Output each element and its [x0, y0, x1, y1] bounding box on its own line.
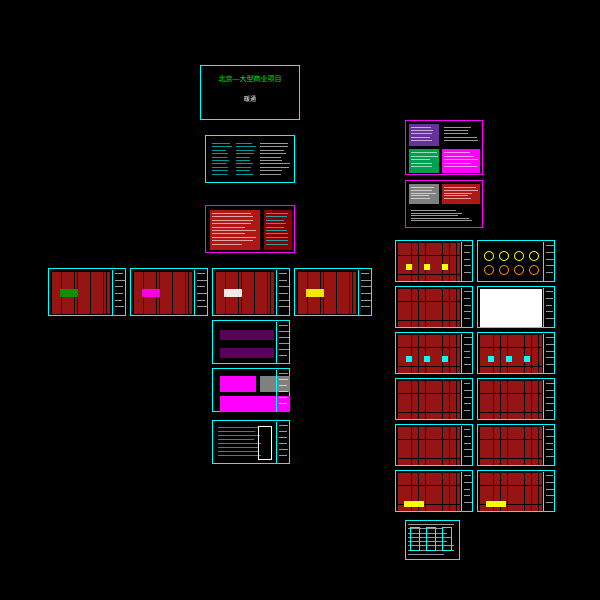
right-grid-sheet-11 — [477, 470, 555, 512]
panel — [258, 140, 292, 180]
right-grid-sheet-3 — [477, 286, 555, 328]
title-sheet: 北京—大型商业项目暖通 — [200, 65, 300, 120]
right-top-sheet-1 — [405, 180, 483, 228]
right-grid-sheet-0 — [395, 240, 473, 282]
right-grid-sheet-4 — [395, 332, 473, 374]
cross-sheet-3 — [294, 268, 372, 316]
right-grid-sheet-2 — [395, 286, 473, 328]
cross-sheet-0 — [48, 268, 126, 316]
title-text: 北京—大型商业项目 — [205, 74, 295, 84]
right-grid-sheet-7 — [477, 378, 555, 420]
left-sheet-1 — [205, 205, 295, 253]
cross-sheet-1 — [130, 268, 208, 316]
cross-sheet-6 — [212, 420, 290, 464]
cross-sheet-2 — [212, 268, 290, 316]
right-grid-sheet-1 — [477, 240, 555, 282]
right-grid-sheet-5 — [477, 332, 555, 374]
cross-sheet-5 — [212, 368, 290, 412]
panel — [264, 210, 292, 250]
right-top-sheet-0 — [405, 120, 483, 175]
left-sheet-0 — [205, 135, 295, 183]
panel — [210, 210, 260, 250]
panel — [210, 140, 232, 180]
subtitle-text: 暖通 — [205, 94, 295, 103]
right-grid-sheet-9 — [477, 424, 555, 466]
right-bottom-sheet-0 — [405, 520, 460, 560]
right-grid-sheet-10 — [395, 470, 473, 512]
cross-sheet-4 — [212, 320, 290, 364]
right-grid-sheet-6 — [395, 378, 473, 420]
right-grid-sheet-8 — [395, 424, 473, 466]
panel — [234, 140, 256, 180]
